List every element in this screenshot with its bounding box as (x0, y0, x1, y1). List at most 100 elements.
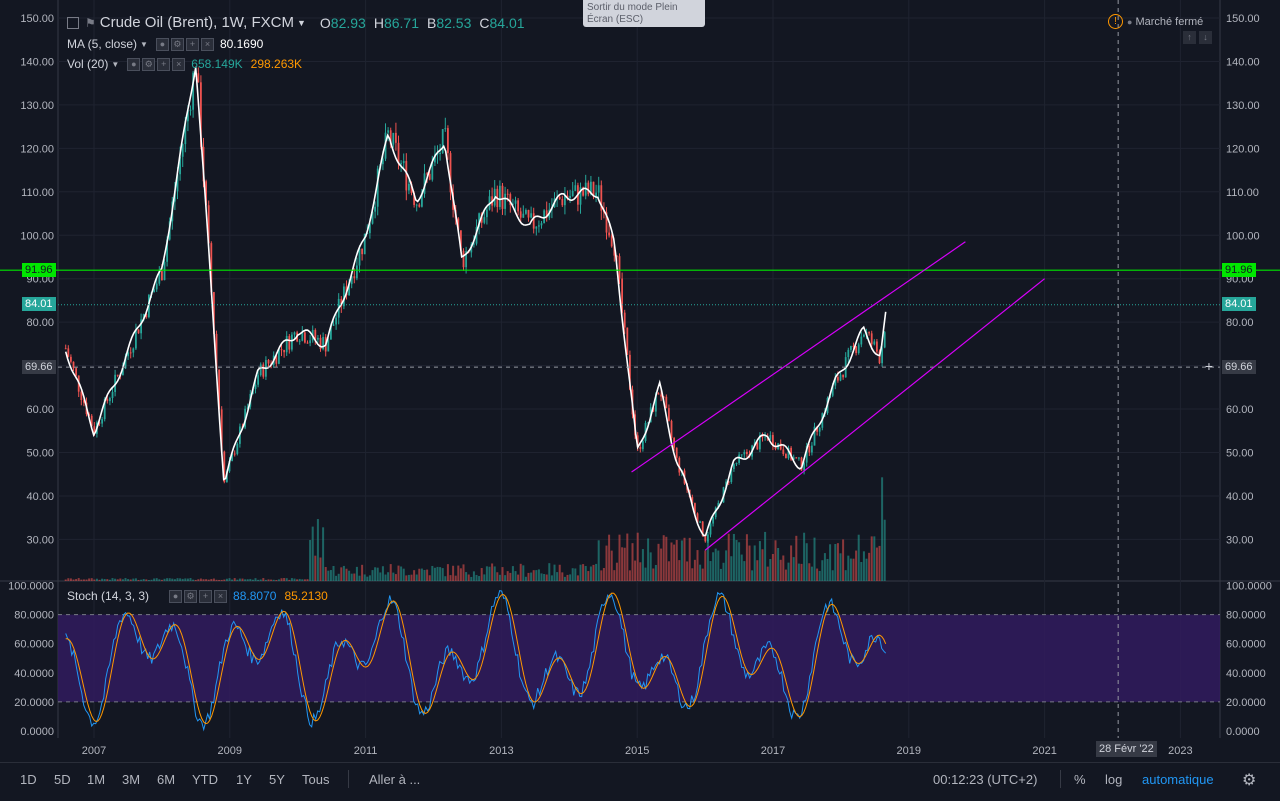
volume-bar (446, 564, 449, 581)
candle-body (90, 415, 93, 427)
volume-bar (813, 537, 816, 581)
volume-bar (181, 578, 184, 581)
ma-settings-icon[interactable]: ⚙ (170, 37, 184, 51)
volume-bar (782, 555, 785, 581)
candle-body (701, 521, 704, 536)
ma-visibility-icon[interactable]: ● (155, 37, 169, 51)
timeframe-1m[interactable]: 1M (87, 772, 106, 787)
ma-line[interactable] (64, 67, 887, 537)
timeframe-5y[interactable]: 5Y (269, 772, 285, 787)
symbol-title[interactable]: Crude Oil (Brent), 1W, FXCM (99, 14, 294, 31)
timeframe-ytd[interactable]: YTD (192, 772, 218, 787)
candle-body (486, 209, 488, 218)
volume-bar (340, 567, 343, 581)
scroll-down-icon[interactable]: ↓ (1199, 31, 1212, 44)
volume-bar (348, 570, 351, 581)
candle-body (785, 454, 787, 459)
candle-body (545, 210, 548, 218)
candle-body (847, 349, 850, 358)
vol-close-icon[interactable]: × (172, 57, 186, 71)
channel-lower-line[interactable] (704, 278, 1045, 551)
resistance-tag-right[interactable]: 91.96 (1222, 263, 1256, 277)
volume-bar (306, 579, 309, 581)
stoch-label[interactable]: Stoch (14, 3, 3) (67, 589, 150, 603)
percent-scale-button[interactable]: % (1074, 772, 1086, 787)
volume-bar (402, 568, 405, 581)
stoch-visibility-icon[interactable]: ● (169, 589, 183, 603)
volume-bar (787, 562, 790, 581)
ma-close-icon[interactable]: × (200, 37, 214, 51)
candle-body (220, 409, 223, 452)
candle-body (509, 194, 512, 205)
ma-label[interactable]: MA (5, close) (67, 37, 138, 51)
volume-bar (449, 575, 452, 581)
resistance-tag-left[interactable]: 91.96 (22, 263, 56, 277)
vol-legend: Vol (20) ▼ ● ⚙ + × 658.149K 298.263K (67, 57, 302, 71)
goto-date-button[interactable]: Aller à ... (369, 772, 421, 787)
price-axis-tick-right: 140.00 (1226, 56, 1260, 68)
stoch-d-line[interactable] (65, 592, 887, 725)
volume-bar (488, 566, 491, 581)
log-scale-button[interactable]: log (1105, 772, 1123, 787)
volume-bar (857, 534, 860, 581)
timeframe-1y[interactable]: 1Y (236, 772, 252, 787)
candle-body (361, 248, 364, 255)
candle-body (647, 422, 650, 424)
time-axis-tick: 2017 (761, 745, 785, 757)
volume-bar (496, 572, 499, 581)
timeframe-5d[interactable]: 5D (54, 772, 71, 787)
ma-chevron-down-icon[interactable]: ▼ (140, 39, 148, 49)
timeframe-3m[interactable]: 3M (122, 772, 141, 787)
stoch-more-icon[interactable]: + (199, 589, 213, 603)
price-axis-tick-right: 130.00 (1226, 100, 1260, 112)
volume-bar (792, 557, 795, 581)
clock-timezone[interactable]: 00:12:23 (UTC+2) (933, 772, 1038, 787)
flag-icon[interactable]: ⚑ (85, 15, 96, 30)
volume-bar (137, 579, 140, 581)
channel-upper-line[interactable] (631, 241, 966, 473)
candle-body (70, 356, 72, 362)
volume-bar (332, 565, 335, 581)
symbol-chevron-down-icon[interactable]: ▼ (296, 17, 306, 28)
volume-bar (106, 579, 109, 581)
auto-scale-button[interactable]: automatique (1142, 772, 1214, 787)
candle-body (189, 109, 192, 111)
stoch-settings-icon[interactable]: ⚙ (184, 589, 198, 603)
alert-icon[interactable]: ! (1108, 14, 1123, 29)
candle-body (600, 185, 603, 211)
vol-value-2: 298.263K (250, 57, 303, 71)
ma-more-icon[interactable]: + (185, 37, 199, 51)
volume-bar (114, 578, 117, 581)
scroll-up-icon[interactable]: ↑ (1183, 31, 1196, 44)
time-axis-tick: 2009 (218, 745, 242, 757)
candle-body (782, 449, 785, 455)
candle-body (395, 132, 397, 143)
ohlc-low-value: 82.53 (436, 14, 472, 31)
vol-settings-icon[interactable]: ⚙ (142, 57, 156, 71)
volume-bar (699, 564, 702, 581)
stoch-k-line[interactable] (65, 589, 887, 732)
vol-visibility-icon[interactable]: ● (127, 57, 141, 71)
gear-icon[interactable]: ⚙ (1242, 772, 1257, 789)
candle-body (397, 142, 400, 164)
price-axis-tick-right: 60.00 (1226, 404, 1254, 416)
volume-bar (124, 578, 127, 581)
timeframe-6m[interactable]: 6M (157, 772, 176, 787)
stoch-close-icon[interactable]: × (214, 589, 228, 603)
vol-chevron-down-icon[interactable]: ▼ (111, 59, 120, 69)
price-axis-tick-right: 50.00 (1226, 448, 1254, 460)
candle-body (330, 325, 332, 340)
stoch-axis-tick-right: 100.0000 (1226, 581, 1272, 593)
vol-more-icon[interactable]: + (157, 57, 171, 71)
volume-bar (158, 579, 161, 581)
volume-bar (202, 579, 205, 581)
timeframe-all[interactable]: Tous (302, 772, 330, 787)
volume-bar (808, 563, 811, 581)
collapse-icon[interactable] (67, 16, 79, 29)
price-axis-tick-left: 30.00 (26, 534, 54, 546)
timeframe-1d[interactable]: 1D (20, 772, 37, 787)
volume-bar (171, 578, 174, 581)
volume-bar (498, 574, 501, 581)
vol-label[interactable]: Vol (20) (67, 57, 109, 71)
